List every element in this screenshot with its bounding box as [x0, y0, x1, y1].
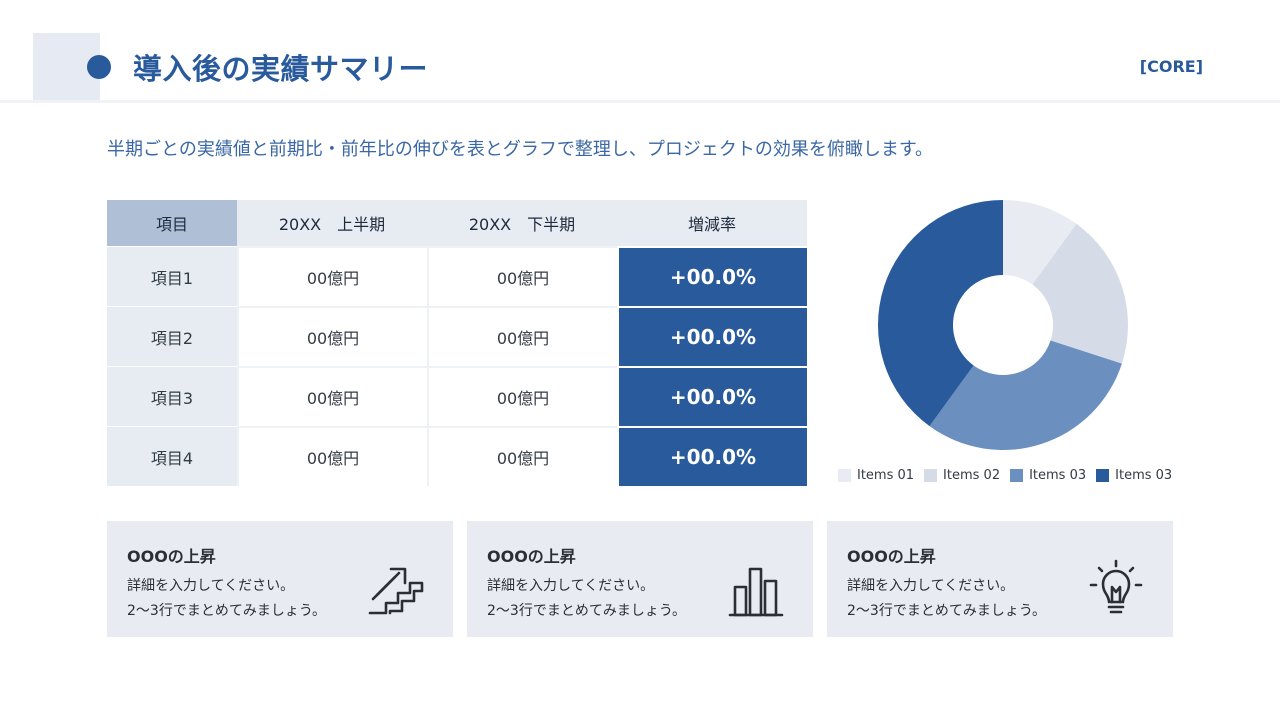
card-title: OOOの上昇 — [487, 547, 576, 566]
table-header-first-half: 20XX 上半期 — [237, 200, 427, 246]
header-tag: [CORE] — [1139, 57, 1203, 76]
stairs-arrow-icon — [368, 567, 424, 615]
row-label: 項目2 — [107, 306, 237, 366]
legend-item: Items 03 — [1010, 468, 1086, 483]
row-rate-value: +00.0% — [619, 426, 807, 486]
table-header-rate: 増減率 — [617, 200, 807, 246]
legend-swatch — [924, 469, 938, 482]
table-row: 項目3 00億円 00億円 +00.0% — [107, 366, 809, 426]
lightbulb-icon — [1089, 559, 1143, 614]
donut-slice-3 — [929, 340, 1122, 450]
info-card: OOOの上昇 詳細を入力してください。 2〜3行でまとめてみましょう。 — [467, 521, 813, 637]
info-card: OOOの上昇 詳細を入力してください。 2〜3行でまとめてみましょう。 — [827, 521, 1173, 637]
header-bar: 導入後の実績サマリー [CORE] — [0, 0, 1280, 103]
card-title: OOOの上昇 — [127, 547, 216, 566]
row-label: 項目3 — [107, 366, 237, 426]
chart-legend: Items 01 Items 02 Items 03 Items 03 — [838, 468, 1172, 483]
bar-chart-icon — [728, 567, 784, 617]
row-rate-value: +00.0% — [619, 306, 807, 366]
table-row: 項目4 00億円 00億円 +00.0% — [107, 426, 809, 486]
row-second-half-value: 00億円 — [427, 426, 617, 486]
legend-label: Items 03 — [1029, 468, 1087, 483]
legend-label: Items 03 — [1115, 468, 1173, 483]
header-bullet-dot — [87, 55, 111, 79]
donut-slice-1 — [1003, 200, 1077, 285]
table-header-row: 項目 20XX 上半期 20XX 下半期 増減率 — [107, 200, 809, 246]
donut-slice-2 — [1032, 223, 1128, 364]
card-text-line: 2〜3行でまとめてみましょう。 — [487, 603, 686, 619]
table-row: 項目2 00億円 00億円 +00.0% — [107, 306, 809, 366]
row-second-half-value: 00億円 — [427, 246, 617, 306]
donut-slice-4 — [878, 200, 1003, 427]
card-text-line: 詳細を入力してください。 — [487, 578, 655, 594]
legend-swatch — [1096, 469, 1110, 482]
row-first-half-value: 00億円 — [237, 426, 427, 486]
info-card: OOOの上昇 詳細を入力してください。 2〜3行でまとめてみましょう。 — [107, 521, 453, 637]
row-first-half-value: 00億円 — [237, 306, 427, 366]
legend-item: Items 02 — [924, 468, 1000, 483]
row-rate-value: +00.0% — [619, 246, 807, 306]
legend-label: Items 02 — [943, 468, 1001, 483]
card-title: OOOの上昇 — [847, 547, 936, 566]
row-second-half-value: 00億円 — [427, 306, 617, 366]
page-title: 導入後の実績サマリー — [133, 52, 429, 86]
results-table: 項目 20XX 上半期 20XX 下半期 増減率 項目1 00億円 00億円 +… — [107, 200, 809, 486]
legend-item: Items 03 — [1096, 468, 1172, 483]
table-header-second-half: 20XX 下半期 — [427, 200, 617, 246]
legend-label: Items 01 — [857, 468, 915, 483]
row-first-half-value: 00億円 — [237, 366, 427, 426]
card-text-line: 2〜3行でまとめてみましょう。 — [847, 603, 1046, 619]
legend-swatch — [838, 469, 851, 482]
row-second-half-value: 00億円 — [427, 366, 617, 426]
legend-item: Items 01 — [838, 468, 914, 483]
row-label: 項目1 — [107, 246, 237, 306]
card-text-line: 2〜3行でまとめてみましょう。 — [127, 603, 326, 619]
row-label: 項目4 — [107, 426, 237, 486]
card-text-line: 詳細を入力してください。 — [847, 578, 1015, 594]
table-header-item: 項目 — [107, 200, 237, 246]
legend-swatch — [1010, 469, 1024, 482]
card-text-line: 詳細を入力してください。 — [127, 578, 295, 594]
row-first-half-value: 00億円 — [237, 246, 427, 306]
page-subtitle: 半期ごとの実績値と前期比・前年比の伸びを表とグラフで整理し、プロジェクトの効果を… — [107, 139, 934, 160]
row-rate-value: +00.0% — [619, 366, 807, 426]
table-row: 項目1 00億円 00億円 +00.0% — [107, 246, 809, 306]
